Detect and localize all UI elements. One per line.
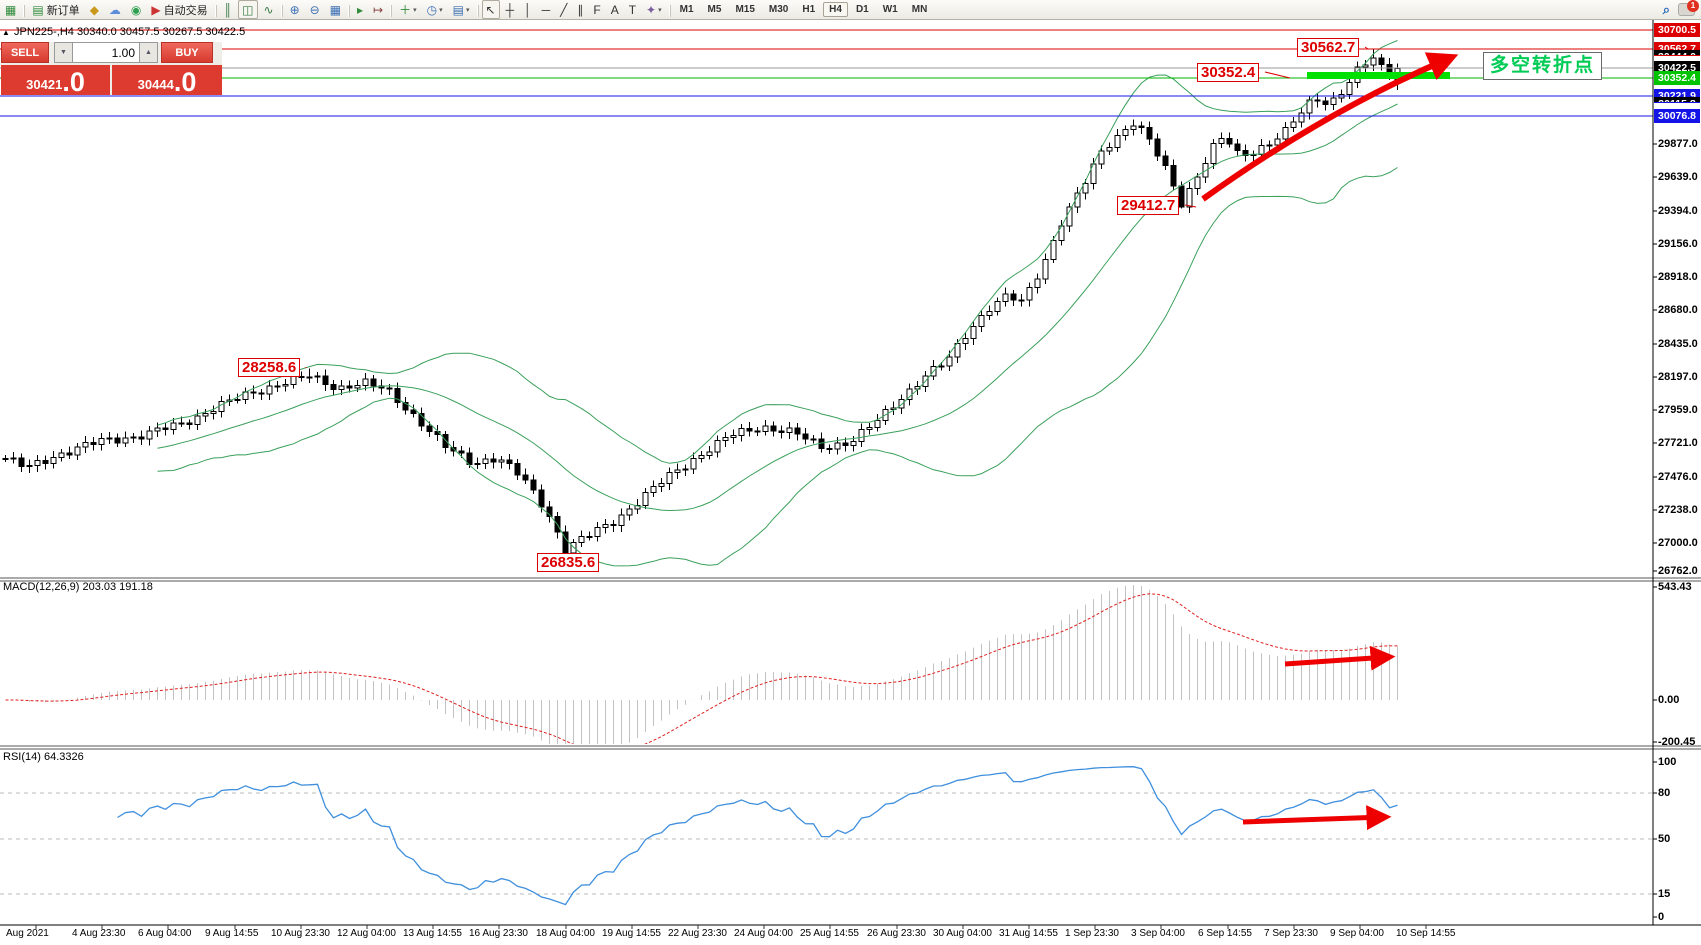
volume-input[interactable]	[73, 42, 139, 63]
cursor-icon[interactable]: ↖	[481, 0, 500, 19]
indicators-button[interactable]: ＋ ▾	[395, 0, 421, 19]
shift-chart-icon[interactable]: ↦	[369, 0, 387, 19]
layouts-icon: ◆	[89, 2, 99, 17]
crosshair-icon[interactable]: ┼	[502, 0, 519, 19]
notifications-button[interactable]: 1	[1678, 0, 1699, 16]
channel-icon[interactable]: ∥	[573, 0, 587, 19]
dropdown-caret-icon: ▾	[466, 6, 470, 14]
dropdown-caret-icon: ▾	[439, 6, 443, 14]
search-icon[interactable]: ⌕	[1662, 1, 1670, 17]
indicators-button: ＋	[399, 2, 412, 17]
buy-button[interactable]: BUY	[161, 42, 213, 63]
toolbar-separator	[476, 4, 479, 17]
crosshair-icon: ┼	[505, 2, 515, 17]
autoscroll-icon: ▸	[357, 2, 364, 17]
periods-button: ◷	[426, 2, 438, 17]
label-icon[interactable]: T	[625, 0, 640, 19]
vertical-line-icon: │	[524, 2, 532, 17]
trendline-icon: ╱	[560, 2, 568, 17]
vertical-line-icon[interactable]: │	[520, 0, 536, 19]
periods-button[interactable]: ◷ ▾	[423, 0, 447, 19]
candlestick-icon[interactable]: ◫	[238, 0, 258, 19]
toolbar-buttons: ▦ ▤ 新订单 ◆ ☁ ◉ ▶ 自动交易 ║ ◫ ∿ ⊕ ⊖ ▦ ▸ ↦ ＋ ▾ ◷ ▾ ▤ ▾ ↖ ┼ │ ─ ╱ ∥ F A T ✦ ▾	[0, 0, 673, 19]
volume-decrease-button[interactable]: ▼	[54, 42, 73, 63]
bar-chart-icon: ║	[223, 2, 233, 17]
new-order-button[interactable]: ▤ 新订单	[28, 0, 83, 19]
signals-icon[interactable]: ◉	[127, 0, 145, 19]
profile-icon: ☁	[108, 2, 121, 17]
arrows-button: ✦	[646, 2, 657, 17]
timeframe-d1[interactable]: D1	[855, 4, 869, 15]
shift-chart-icon: ↦	[373, 2, 384, 17]
timeframe-w1[interactable]: W1	[882, 4, 898, 15]
timeframe-m15[interactable]: M15	[735, 4, 755, 15]
dropdown-caret-icon: ▾	[658, 6, 662, 14]
channel-icon: ∥	[577, 2, 584, 17]
ask-price-display[interactable]: 30444 .0	[112, 65, 222, 97]
autoscroll-icon[interactable]: ▸	[353, 0, 367, 19]
fibonacci-icon[interactable]: F	[589, 0, 604, 19]
line-chart-icon[interactable]: ∿	[260, 0, 278, 19]
sell-button[interactable]: SELL	[1, 42, 49, 63]
ask-pips: .0	[173, 67, 197, 97]
timeframe-h1[interactable]: H1	[802, 4, 816, 15]
autotrading-button: ▶	[151, 2, 161, 17]
profile-icon[interactable]: ☁	[105, 0, 125, 19]
cursor-icon: ↖	[485, 2, 496, 17]
tile-windows-icon[interactable]: ▦	[326, 0, 345, 19]
zoom-in-icon[interactable]: ⊕	[286, 0, 304, 19]
toolbar: ▦ ▤ 新订单 ◆ ☁ ◉ ▶ 自动交易 ║ ◫ ∿ ⊕ ⊖ ▦ ▸ ↦ ＋ ▾ ◷ ▾ ▤ ▾ ↖ ┼ │ ─ ╱ ∥ F A T ✦ ▾ M…	[0, 0, 1701, 20]
timeframe-mn[interactable]: MN	[911, 4, 928, 15]
toolbar-separator	[214, 4, 217, 17]
horizontal-line-icon[interactable]: ─	[538, 0, 555, 19]
toolbar-separator	[280, 4, 283, 17]
bid-pips: .0	[62, 67, 85, 97]
text-icon: A	[610, 2, 619, 17]
dropdown-caret-icon: ▾	[413, 6, 417, 14]
zoom-out-icon[interactable]: ⊖	[306, 0, 324, 19]
bid-main: 30421	[26, 77, 63, 92]
notification-badge: 1	[1687, 0, 1699, 12]
ask-main: 30444	[137, 77, 174, 92]
trendline-icon[interactable]: ╱	[556, 0, 571, 19]
signals-icon: ◉	[130, 2, 142, 17]
fibonacci-icon: F	[593, 2, 601, 17]
bar-chart-icon[interactable]: ║	[220, 0, 237, 19]
zoom-in-icon: ⊕	[289, 2, 300, 17]
chart-plus-icon: ▦	[5, 2, 17, 17]
arrows-button[interactable]: ✦ ▾	[642, 0, 666, 19]
one-click-trading-panel: SELL ▼ ▲ BUY 30421 .0 30444 .0	[1, 42, 222, 97]
horizontal-line-icon: ─	[541, 2, 551, 17]
layouts-icon[interactable]: ◆	[86, 0, 103, 19]
timeframe-m5[interactable]: M5	[707, 4, 722, 15]
autotrading-button[interactable]: ▶ 自动交易	[147, 0, 211, 19]
toolbar-separator	[23, 4, 26, 17]
templates-button[interactable]: ▤ ▾	[449, 0, 474, 19]
price-axis[interactable]	[1653, 20, 1701, 925]
zoom-out-icon: ⊖	[309, 2, 320, 17]
line-chart-icon: ∿	[263, 2, 274, 17]
new-order-button-label: 新订单	[46, 4, 80, 17]
toolbar-separator	[348, 4, 351, 17]
label-icon: T	[628, 2, 637, 17]
toolbar-separator	[390, 4, 393, 17]
timeframe-m1[interactable]: M1	[679, 4, 694, 15]
chart-plus-icon[interactable]: ▦	[1, 0, 20, 19]
bid-price-display[interactable]: 30421 .0	[1, 65, 110, 97]
toolbar-separator	[668, 4, 671, 17]
candlestick-icon: ◫	[242, 2, 254, 17]
time-axis[interactable]	[0, 925, 1653, 940]
volume-increase-button[interactable]: ▲	[139, 42, 158, 63]
text-icon[interactable]: A	[607, 0, 623, 19]
timeframe-h4[interactable]: H4	[823, 2, 848, 17]
tile-windows-icon: ▦	[329, 2, 342, 17]
timeframe-m30[interactable]: M30	[768, 4, 789, 15]
new-order-button: ▤	[32, 2, 44, 17]
templates-button: ▤	[452, 2, 464, 17]
autotrading-button-label: 自动交易	[163, 4, 208, 17]
timeframe-group: M1 M5 M15 M30 H1 H4 D1 W1 MN	[673, 2, 935, 17]
